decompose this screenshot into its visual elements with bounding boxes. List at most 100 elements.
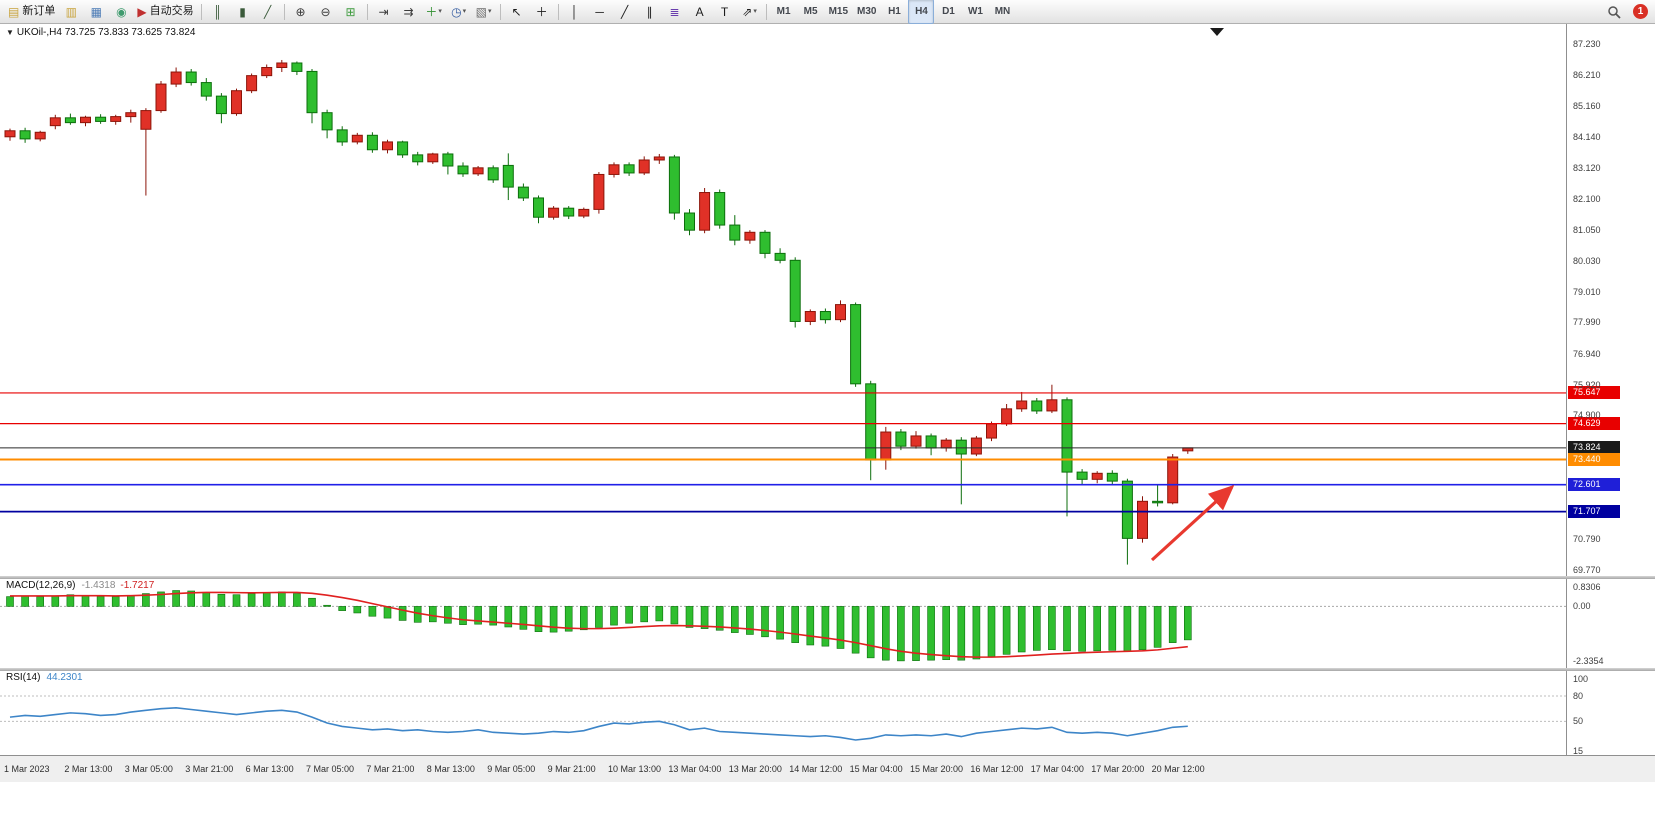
new-order-button[interactable]: ▤ 新订单 [5, 1, 58, 22]
macd-label: MACD(12,26,9) [6, 580, 76, 591]
toolbar-separator [499, 3, 501, 20]
time-label: 13 Mar 04:00 [668, 764, 722, 774]
time-label: 14 Mar 12:00 [789, 764, 843, 774]
time-label: 15 Mar 20:00 [910, 764, 964, 774]
axis-label: 100 [1573, 674, 1589, 684]
zoom-out-icon[interactable]: ⊖ [314, 1, 338, 22]
macd-header: MACD(12,26,9) -1.4318 -1.7217 [6, 580, 154, 591]
axis-label: 84.140 [1573, 132, 1601, 143]
rsi-canvas[interactable] [0, 671, 1566, 755]
time-label: 3 Mar 21:00 [185, 764, 234, 774]
chart-symbol-header: ▼ UKOil-,H4 73.725 73.833 73.625 73.824 [6, 27, 195, 38]
time-label: 13 Mar 20:00 [728, 764, 782, 774]
charts-window-icon[interactable]: ▥ [59, 1, 83, 22]
indicators-button-caret-icon: ▾ [438, 8, 442, 15]
vertical-line-icon[interactable]: │ [563, 1, 587, 22]
trend-arrow-annotation[interactable] [1150, 484, 1235, 562]
macd-canvas[interactable] [0, 579, 1566, 668]
horizontal-line-icon-glyph: ─ [595, 4, 604, 19]
new-order-button-glyph: ▤ [8, 4, 20, 19]
timeframe-d1-button[interactable]: D1 [942, 5, 955, 17]
axis-label: 70.790 [1573, 534, 1601, 545]
time-axis[interactable]: 1 Mar 2023 2 Mar 13:00 3 Mar 05:00 3 Mar 21… [0, 755, 1655, 782]
line-chart-icon[interactable]: ╱ [256, 1, 280, 22]
chart-shift-icon[interactable]: ⇉ [397, 1, 421, 22]
timeframe-mn-button[interactable]: MN [994, 5, 1011, 17]
auto-trading-button[interactable]: ▶ 自动交易 [134, 1, 196, 22]
zoom-in-icon[interactable]: ⊕ [289, 1, 313, 22]
cursor-icon[interactable]: ↖ [505, 1, 529, 22]
time-label: 9 Mar 21:00 [547, 764, 596, 774]
zoom-out-icon-glyph: ⊖ [320, 4, 331, 19]
resistance-line-74629-price-badge: 74.629 [1568, 417, 1620, 431]
axis-label: -2.3354 [1573, 655, 1604, 666]
time-label: 20 Mar 12:00 [1151, 764, 1205, 774]
chart-shift-marker[interactable] [1210, 28, 1224, 36]
time-label: 10 Mar 13:00 [608, 764, 662, 774]
candlestick-chart-icon[interactable]: ▮ [231, 1, 255, 22]
search-icon[interactable] [1602, 1, 1626, 22]
toolbar-separator [765, 3, 767, 20]
support-line-71707-price-badge: 71.707 [1568, 505, 1620, 519]
rsi-splitter[interactable] [0, 668, 1655, 671]
price-axis[interactable]: 75.647 74.629 73.824 73.440 72.601 71.707 87.2… [1566, 24, 1655, 756]
candles [4, 59, 1194, 565]
toolbar-items: ▤ 新订单 ▥ ▦ ◉ ▶ 自动交易 ║ ▮ ╱ ⊕ ⊖ ⊞ ⇥ ⇉ ＋ ▾ ◷ ▾ ▧ ▾ ↖ ＋ │ ─ ╱ ∥ ≣ A T ⇗ ▾ M1 M… [5, 0, 1015, 24]
macd-histogram [6, 590, 1192, 662]
templates-button-glyph: ▧ [475, 4, 487, 19]
market-watch-icon[interactable]: ▦ [84, 1, 108, 22]
time-label: 8 Mar 13:00 [426, 764, 475, 774]
text-label-icon[interactable]: T [713, 1, 737, 22]
auto-scroll-icon[interactable]: ⇥ [372, 1, 396, 22]
chart-shift-icon-glyph: ⇉ [403, 4, 414, 19]
search-icon-glyph [1608, 5, 1621, 19]
axis-label: 15 [1573, 745, 1584, 756]
auto-scroll-icon-glyph: ⇥ [378, 4, 389, 19]
current-price-line-price-badge: 73.824 [1568, 441, 1620, 455]
timeframe-h4-button[interactable]: H4 [908, 0, 935, 24]
axis-label: 0.8306 [1573, 582, 1601, 592]
toolbar: ▤ 新订单 ▥ ▦ ◉ ▶ 自动交易 ║ ▮ ╱ ⊕ ⊖ ⊞ ⇥ ⇉ ＋ ▾ ◷ ▾ ▧ ▾ ↖ ＋ │ ─ ╱ ∥ ≣ A T ⇗ ▾ M1 M… [0, 0, 1655, 24]
toolbar-separator [283, 3, 285, 20]
indicators-button[interactable]: ＋ ▾ [422, 1, 446, 22]
timeframe-w1-button[interactable]: W1 [967, 5, 983, 17]
toolbar-separator [200, 3, 202, 20]
tile-windows-icon[interactable]: ⊞ [339, 1, 363, 22]
arrows-button-caret-icon: ▾ [753, 8, 757, 15]
timeframe-m5-button[interactable]: M5 [803, 5, 818, 17]
crosshair-icon[interactable]: ＋ [530, 1, 554, 22]
timeframe-h1-button[interactable]: H1 [888, 5, 901, 17]
timeframe-m1-button[interactable]: M1 [776, 5, 791, 17]
text-icon[interactable]: A [688, 1, 712, 22]
time-label: 15 Mar 04:00 [849, 764, 903, 774]
equidistant-channel-icon[interactable]: ∥ [638, 1, 662, 22]
rsi-header: RSI(14) 44.2301 [6, 672, 83, 683]
main-chart-panel: ▼ UKOil-,H4 73.725 73.833 73.625 73.824 [0, 24, 1566, 576]
time-label: 2 Mar 13:00 [64, 764, 113, 774]
axis-label: 76.940 [1573, 349, 1601, 359]
line-chart-icon-glyph: ╱ [263, 4, 272, 19]
timeframe-m30-button[interactable]: M30 [857, 5, 877, 17]
market-watch-icon-glyph: ▦ [90, 4, 103, 19]
templates-button[interactable]: ▧ ▾ [472, 1, 496, 22]
main-chart-canvas[interactable] [0, 24, 1566, 576]
auto-trading-button-glyph: ▶ [137, 4, 147, 19]
bar-chart-icon[interactable]: ║ [206, 1, 230, 22]
toolbar-separator [366, 3, 368, 20]
macd-splitter[interactable] [0, 576, 1655, 579]
chart-collapse-arrow[interactable]: ▼ [6, 28, 14, 37]
notification-badge[interactable]: 1 [1633, 4, 1648, 19]
timeframe-m15-button[interactable]: M15 [828, 5, 849, 17]
arrows-button[interactable]: ⇗ ▾ [738, 1, 762, 22]
horizontal-line-icon[interactable]: ─ [588, 1, 612, 22]
crosshair-icon-glyph: ＋ [535, 4, 548, 19]
periods-button[interactable]: ◷ ▾ [447, 1, 471, 22]
rsi-label: RSI(14) [6, 672, 41, 683]
navigator-icon[interactable]: ◉ [109, 1, 133, 22]
toolbar-right: 1 [1602, 1, 1650, 22]
fibonacci-icon[interactable]: ≣ [663, 1, 687, 22]
axis-label: 77.990 [1573, 317, 1601, 328]
trendline-icon[interactable]: ╱ [613, 1, 637, 22]
rsi-value: 44.2301 [46, 672, 83, 683]
